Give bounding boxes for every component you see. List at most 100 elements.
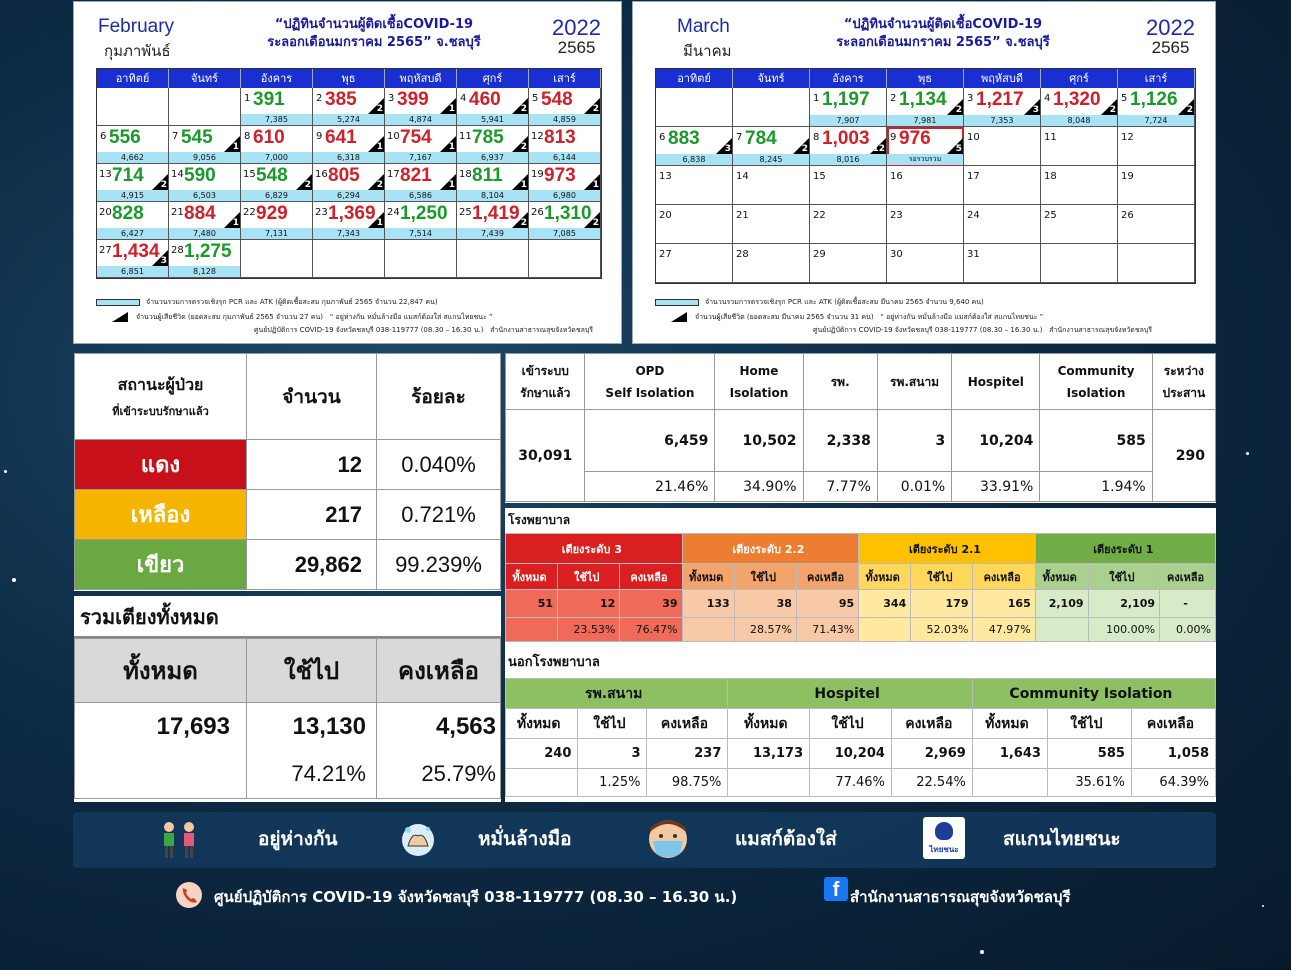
- daily-test-count: 6,937: [457, 152, 528, 163]
- bed-value: 2,109: [1087, 589, 1161, 618]
- calendar-week-row: 1 391 7,385 2 385 5,274 2 3 399 4,874 1 4 460 5,941 2 5…: [97, 88, 601, 126]
- day-number: 28: [171, 245, 184, 256]
- outside-sub-header: ใช้ไป: [809, 708, 892, 739]
- hospital-title: โรงพยาบาล: [508, 513, 571, 527]
- weekday-label: พุธ: [887, 69, 964, 88]
- system-header-cell: รพ.สนาม: [876, 353, 953, 410]
- calendar-day-cell: 8 610 7,000: [241, 126, 313, 164]
- daily-case-count: 1,250: [400, 203, 448, 224]
- bed-value: 38: [733, 589, 797, 618]
- death-count: 2: [1186, 105, 1193, 115]
- facebook-icon[interactable]: f: [824, 877, 848, 901]
- footer-facebook-text[interactable]: สำนักงานสาธารณสุขจังหวัดชลบุรี: [850, 888, 1071, 906]
- calendar-day-cell: 26: [1118, 205, 1195, 244]
- daily-case-count: 754: [400, 127, 432, 148]
- bed-value: 39: [619, 589, 683, 618]
- calendar-day-cell: 14: [733, 166, 810, 205]
- daily-case-count: 883: [668, 128, 700, 149]
- day-number: 6: [100, 131, 107, 142]
- day-number: 19: [531, 169, 544, 180]
- day-number: 17: [967, 171, 980, 182]
- daily-test-count: 6,318: [313, 152, 384, 163]
- calendar-day-cell: 21: [733, 205, 810, 244]
- hand-wash-icon: [398, 820, 438, 860]
- outside-group-header: Community Isolation: [971, 678, 1217, 709]
- daily-test-count: 6,503: [169, 190, 240, 201]
- calendar-day-cell: 22 929 7,131: [241, 202, 313, 240]
- calendar-day-cell: [733, 88, 810, 127]
- year-be: 2565: [1151, 38, 1190, 57]
- outside-group-row: รพ.สนาม Hospitel Community Isolation: [504, 678, 1217, 709]
- calendar-day-cell: 5 548 4,859 2: [529, 88, 601, 126]
- title-line2: ระลอกเดือนมกราคม 2565” จ.ชลบุรี: [836, 35, 1050, 50]
- calendar-title: “ปฏิทินจำนวนผู้ติดเชื้อCOVID-19 ระลอกเดื…: [224, 16, 524, 52]
- calendar-day-cell: 6 556 4,662: [97, 126, 169, 164]
- death-count: 1: [592, 180, 599, 190]
- calendar-day-cell: 22: [810, 205, 887, 244]
- death-count: 2: [1109, 105, 1116, 115]
- death-marker: [1101, 99, 1117, 115]
- outside-value: 10,204: [809, 738, 892, 769]
- weekday-label: อังคาร: [810, 69, 887, 88]
- death-marker: [368, 212, 384, 228]
- bed-value: -: [1159, 589, 1216, 618]
- calendar-day-cell: 18 811 8,104 1: [457, 164, 529, 202]
- header-line1: ระหว่าง: [1163, 363, 1204, 378]
- calendar-day-cell: 7 784 8,245 2: [733, 127, 810, 166]
- calendar-day-cell: 24 1,250 7,514: [385, 202, 457, 240]
- weekday-label: เสาร์: [1118, 69, 1195, 88]
- calendar-day-cell: 19 973 6,980 1: [529, 164, 601, 202]
- system-header-cell: Community Isolation: [1039, 353, 1153, 410]
- bed-sub-header: คงเหลือ: [795, 563, 860, 590]
- calendar-title: “ปฏิทินจำนวนผู้ติดเชื้อCOVID-19 ระลอกเดื…: [793, 16, 1093, 52]
- status-row-yellow: เหลือง 217 0.721%: [74, 489, 501, 540]
- campaign-distance-text: อยู่ห่างกัน: [258, 828, 338, 850]
- calendar-day-cell: [97, 88, 169, 126]
- system-value-hospitel: 10,204: [951, 409, 1041, 472]
- header-line1: รพ.สนาม: [890, 374, 940, 389]
- day-number: 12: [531, 131, 544, 142]
- day-number: 28: [736, 249, 749, 260]
- weekday-label: พฤหัสบดี: [385, 69, 457, 88]
- day-number: 14: [171, 169, 184, 180]
- daily-case-count: 929: [256, 203, 288, 224]
- beds-total-header: ทั้งหมด: [74, 638, 247, 703]
- thaichana-logo-text: ไทยชนะ: [929, 845, 959, 854]
- death-count: 2: [376, 180, 383, 190]
- header-line1: เข้าระบบ: [521, 363, 569, 378]
- weekday-label: อาทิตย์: [97, 69, 169, 88]
- day-number: 8: [813, 132, 820, 143]
- star-decoration: [12, 578, 16, 582]
- legend-slogan: “ อยู่ห่างกัน หมั่นล้างมือ แมสก์ต้องใส่ …: [329, 313, 493, 321]
- month-th: กุมภาพันธ์: [104, 42, 171, 60]
- outside-sub-header: คงเหลือ: [646, 708, 729, 739]
- daily-test-count: 6,829: [241, 190, 312, 201]
- bed-value: 51: [504, 589, 559, 618]
- weekday-label: จันทร์: [169, 69, 241, 88]
- daily-case-count: 641: [325, 127, 357, 148]
- system-header-cell: Hospitel: [951, 353, 1041, 410]
- status-count: 12: [246, 439, 377, 490]
- legend-text: จำนวนรวมการตรวจเชิงรุก PCR และ ATK (ผู้ต…: [146, 298, 438, 306]
- death-count: 3: [724, 144, 731, 154]
- day-number: 24: [387, 207, 400, 218]
- outside-title: นอกโรงพยาบาล: [508, 655, 600, 670]
- bed-sub-header: ใช้ไป: [733, 563, 797, 590]
- calendar-day-cell: 7 545 9,056 1: [169, 126, 241, 164]
- status-header-line1: สถานะผู้ป่วย: [117, 375, 204, 394]
- bed-sub-header: คงเหลือ: [619, 563, 683, 590]
- march-calendar-panel: March มีนาคม “ปฏิทินจำนวนผู้ติดเชื้อCOVI…: [632, 1, 1216, 344]
- status-header: สถานะผู้ป่วย ที่เข้าระบบรักษาแล้ว: [74, 353, 247, 440]
- death-count: 5: [955, 144, 962, 154]
- beds-used-header: ใช้ไป: [246, 638, 377, 703]
- calendar-day-cell: 20: [656, 205, 733, 244]
- weekday-label: อังคาร: [241, 69, 313, 88]
- calendar-day-cell: 16 805 6,294 2: [313, 164, 385, 202]
- outside-group-header: Hospitel: [727, 678, 973, 709]
- calendar-day-cell: 12: [1118, 127, 1195, 166]
- system-pct-hospital: 7.77%: [802, 471, 878, 502]
- legend-fb: สำนักงานสาธารณสุขจังหวัดชลบุรี: [1049, 326, 1153, 334]
- year-ad: 2022: [552, 15, 601, 40]
- outside-value: 1,058: [1130, 738, 1217, 769]
- daily-test-count: 6,586: [385, 190, 456, 201]
